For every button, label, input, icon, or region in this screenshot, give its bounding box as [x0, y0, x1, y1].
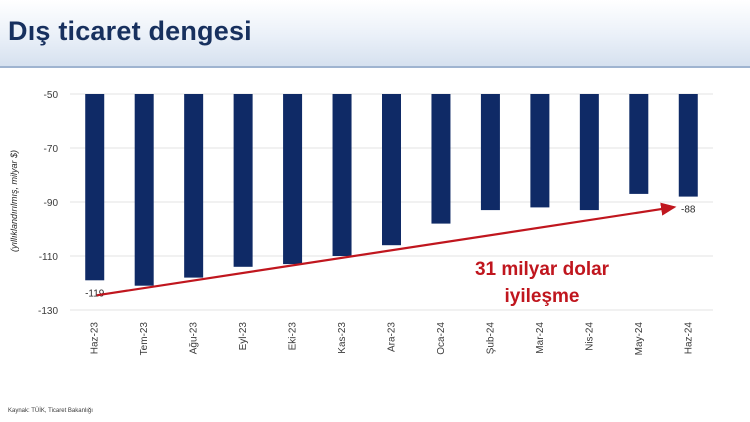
x-tick-label: Şub-24	[485, 322, 496, 355]
y-tick-label: -110	[39, 252, 59, 263]
x-tick-label: Kas-23	[337, 322, 348, 354]
annotation-text: 31 milyar dolar	[475, 259, 610, 280]
bar-Şub-24	[480, 94, 500, 211]
source-note: Kaynak: TÜİK, Ticaret Bakanlığı	[8, 408, 93, 414]
x-tick-label: Eyl-23	[238, 322, 249, 351]
data-label: -88	[681, 205, 696, 216]
x-tick-label: Mar-24	[535, 322, 546, 354]
x-tick-label: May-24	[634, 322, 645, 356]
bar-Kas-23	[332, 94, 352, 256]
bar-Oca-24	[431, 94, 451, 224]
y-tick-label: -90	[44, 198, 59, 209]
bar-Eki-23	[283, 94, 303, 265]
bar-Haz-23	[85, 94, 105, 281]
y-tick-label: -50	[44, 90, 59, 101]
header-band	[0, 0, 750, 66]
x-tick-label: Tem-23	[139, 322, 150, 356]
x-tick-label: Nis-24	[584, 322, 595, 351]
x-tick-label: Haz-24	[683, 322, 694, 355]
data-label: -119	[85, 288, 105, 299]
bar-Tem-23	[134, 94, 154, 286]
x-tick-label: Eki-23	[288, 322, 299, 351]
y-axis-label: (yıllıklandırılmış, milyar $)	[9, 150, 19, 252]
x-tick-label: Ağu-23	[189, 322, 200, 355]
y-tick-label: -130	[38, 306, 58, 317]
y-tick-label: -70	[44, 144, 59, 155]
bar-Ara-23	[382, 94, 401, 246]
page-title: Dış ticaret dengesi	[8, 16, 252, 46]
bar-Eyl-23	[233, 94, 253, 267]
bar-Haz-24	[678, 94, 698, 197]
bar-Nis-24	[579, 94, 599, 211]
x-tick-label: Oca-24	[436, 322, 447, 355]
trend-arrow	[96, 202, 677, 297]
bar-Ağu-23	[184, 94, 204, 278]
x-tick-label: Ara-23	[387, 322, 398, 352]
x-tick-label: Haz-23	[90, 322, 101, 355]
header-divider	[0, 66, 750, 68]
bar-Mar-24	[530, 94, 550, 208]
annotation-text: iyileşme	[505, 286, 580, 307]
bar-May-24	[629, 94, 649, 194]
